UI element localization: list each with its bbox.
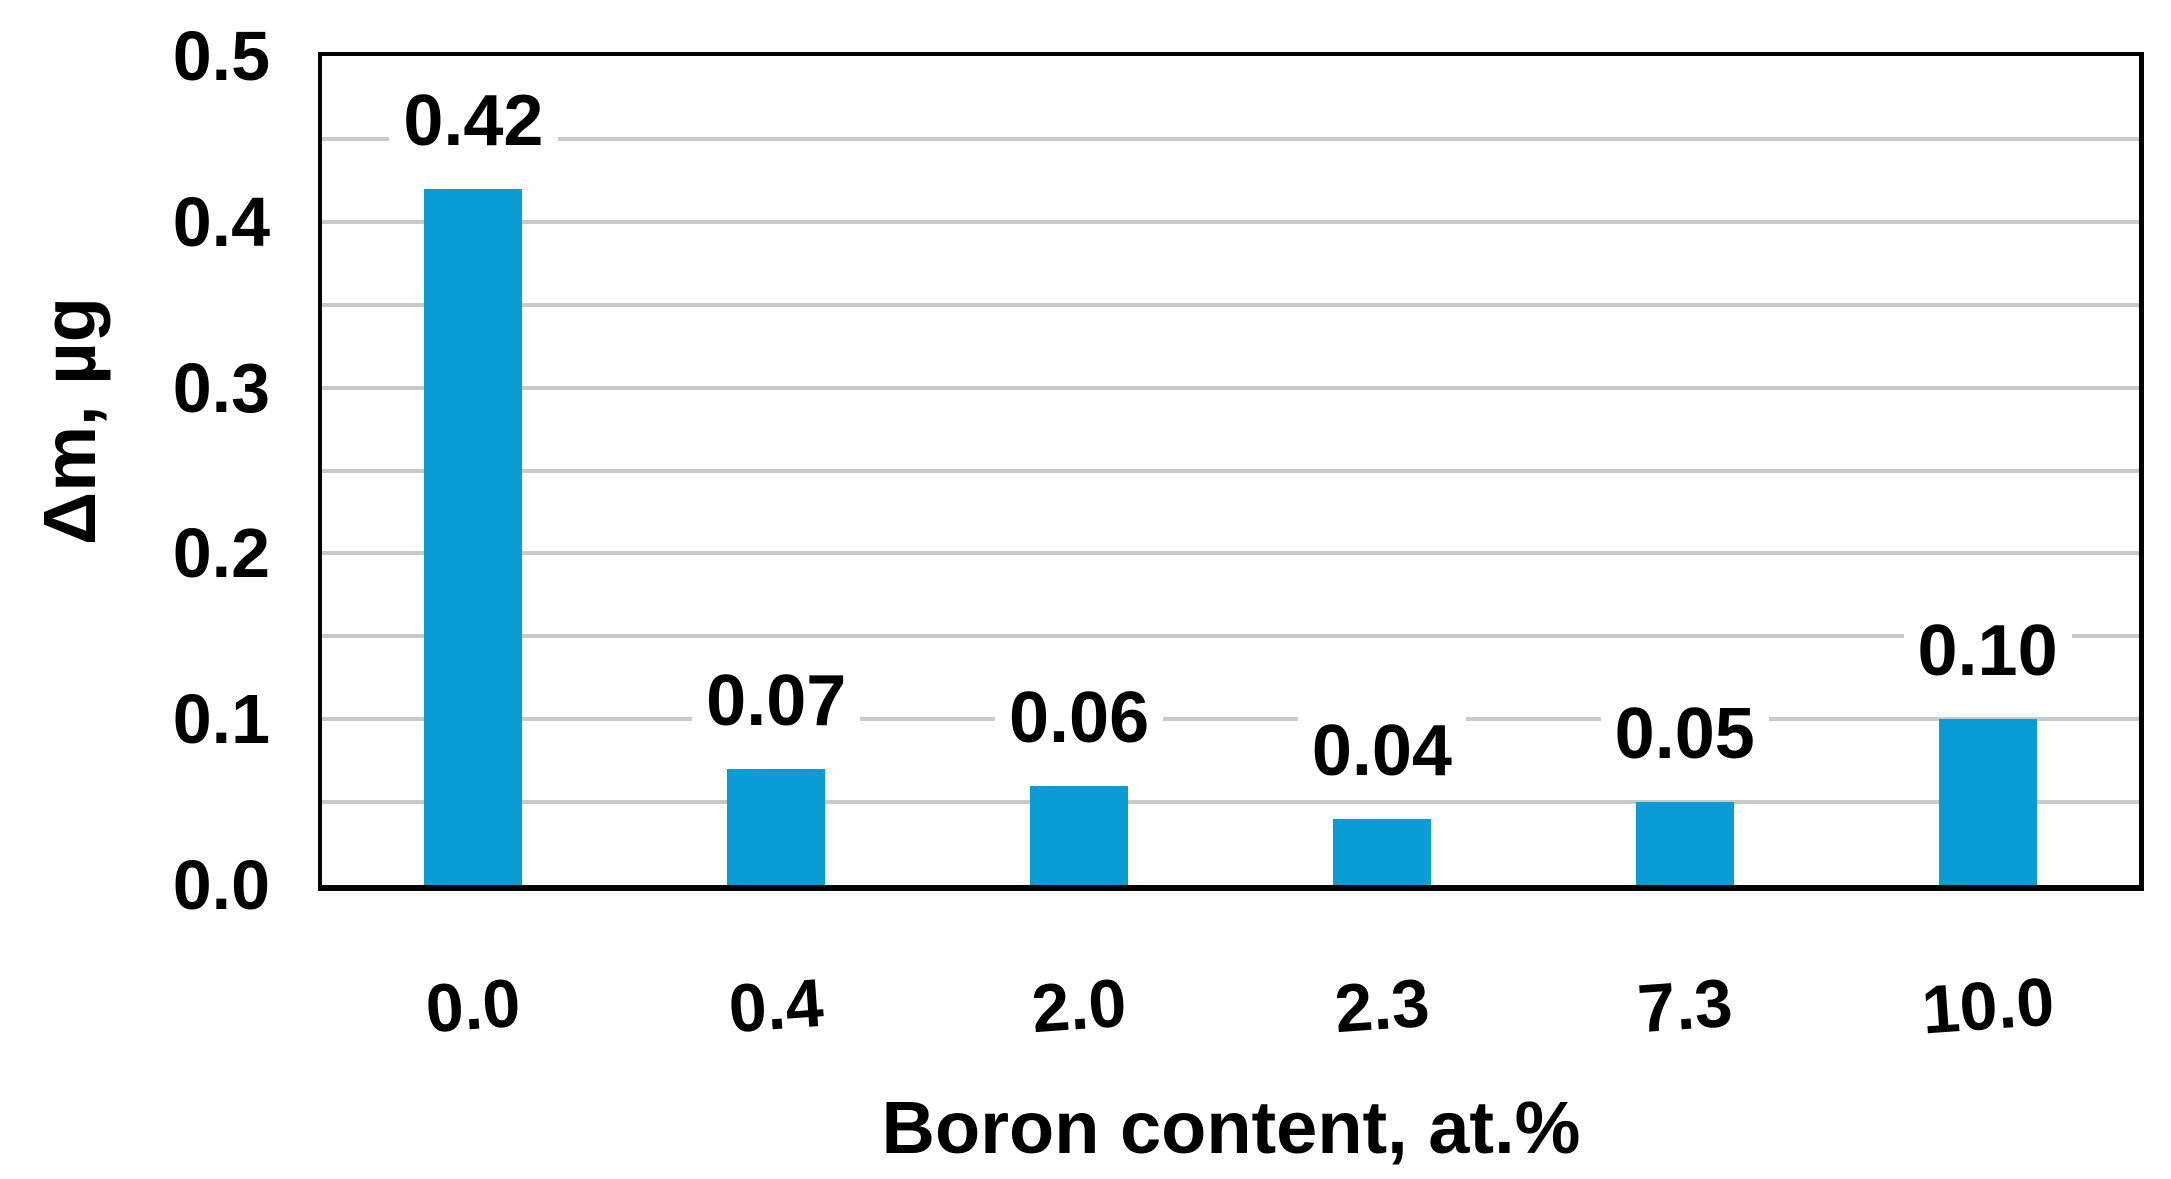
x-axis-title: Boron content, at.% [881,1086,1581,1169]
gridline [322,717,2139,722]
x-tick-label: 2.0 [1029,964,1129,1048]
gridline [322,468,2139,473]
gridline [322,800,2139,805]
plot-area: 0.42 0.07 0.06 0.04 0.05 0.10 [318,52,2144,891]
y-tick-label: 0.1 [172,680,270,759]
gridline [322,302,2139,307]
bar-value-label: 0.06 [995,679,1164,756]
bar-0.4 [727,768,826,885]
gridline [322,385,2139,390]
bar-7.3 [1635,802,1734,885]
x-tick-label: 10.0 [1918,963,2057,1049]
bar-0.0 [424,188,523,885]
x-tick-label: 2.3 [1332,964,1432,1048]
y-tick-label: 0.2 [172,514,270,593]
bar-2.0 [1030,785,1129,885]
bar-10.0 [1938,719,2037,885]
gridline [322,136,2139,141]
bar-value-label: 0.42 [389,82,558,159]
y-tick-label: 0.4 [172,182,270,261]
gridline [322,634,2139,639]
y-tick-label: 0.3 [172,348,270,427]
bar-2.3 [1332,818,1431,885]
bar-value-label: 0.05 [1600,696,1769,773]
x-tick-label: 7.3 [1634,964,1735,1048]
y-tick-label: 0.0 [172,846,270,924]
x-tick-label: 0.0 [423,964,524,1048]
gridline [322,551,2139,556]
y-tick-label: 0.5 [172,17,270,95]
x-tick-label: 0.4 [726,964,827,1048]
bar-value-label: 0.07 [692,662,861,739]
gridline [322,219,2139,224]
bar-value-label: 0.04 [1297,712,1466,789]
bar-value-label: 0.10 [1903,613,2072,690]
